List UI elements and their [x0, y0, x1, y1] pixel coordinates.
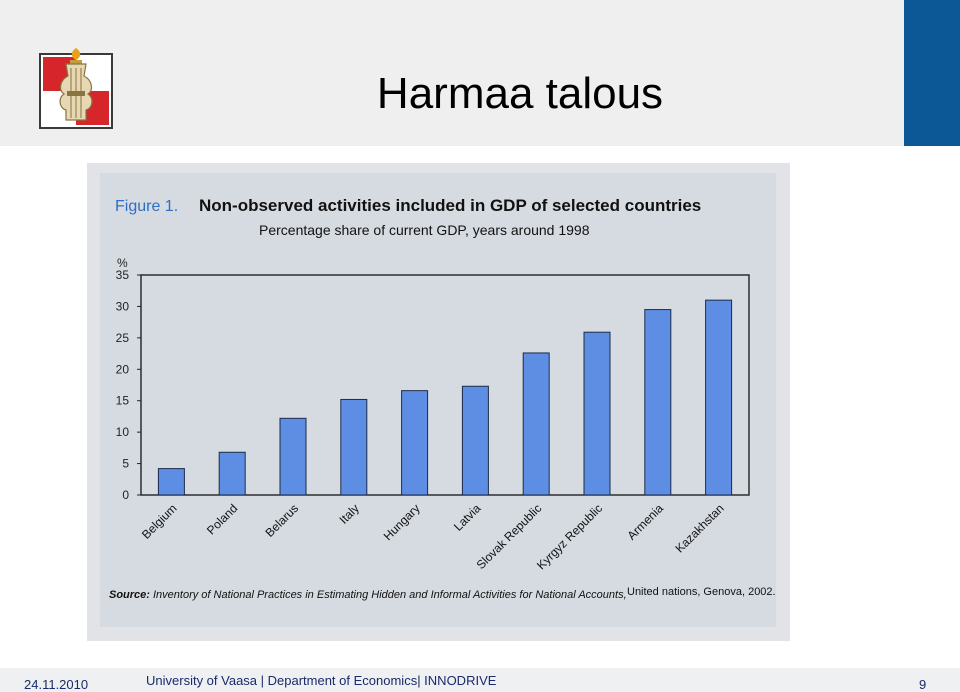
x-tick-label: Latvia: [451, 501, 484, 534]
x-tick-label: Poland: [204, 501, 240, 537]
y-tick-label: 10: [116, 425, 130, 439]
page-number: 9: [919, 677, 927, 692]
y-tick-label: 35: [116, 268, 130, 282]
slide-footer: [0, 668, 960, 692]
university-logo: [39, 48, 113, 129]
plot-frame: [140, 274, 750, 496]
bar-kyrgyz-republic: [583, 331, 611, 496]
bar-kazakhstan: [705, 299, 733, 496]
source-label: Source:: [109, 589, 150, 601]
slide-header: [0, 0, 960, 146]
y-axis-label: %: [117, 256, 128, 270]
bar-chart: Figure 1. Non-observed activities includ…: [109, 196, 776, 601]
y-tick-label: 30: [116, 299, 130, 313]
bar-italy: [340, 398, 368, 496]
footer-text: University of Vaasa | Department of Econ…: [146, 673, 497, 688]
y-tick-label: 20: [116, 362, 130, 376]
y-tick-label: 25: [116, 331, 130, 345]
bar-belarus: [279, 417, 307, 496]
x-tick-label: Armenia: [624, 501, 666, 543]
bar-slovak-republic: [522, 352, 550, 496]
slide-title: Harmaa talous: [376, 69, 664, 118]
x-tick-label: Belgium: [139, 501, 180, 542]
x-tick-label: Italy: [336, 501, 361, 526]
figure-label: Figure 1.: [115, 198, 178, 215]
chart-subtitle: Percentage share of current GDP, years a…: [259, 222, 590, 238]
y-tick-label: 0: [122, 488, 129, 502]
bar-belgium: [157, 468, 185, 496]
x-tick-label: Kazakhstan: [672, 501, 726, 555]
chart-figure: Figure 1. Non-observed activities includ…: [87, 163, 790, 641]
y-tick-label: 15: [116, 394, 130, 408]
bar-poland: [218, 451, 246, 496]
footer-date: 24.11.2010: [24, 677, 89, 692]
y-tick-label: 5: [122, 457, 129, 471]
x-tick-label: Hungary: [381, 501, 423, 543]
x-tick-label: Belarus: [262, 501, 301, 540]
source-text: Inventory of National Practices in Estim…: [153, 589, 627, 601]
source-publisher: United nations, Genova, 2002.: [627, 586, 776, 598]
bar-armenia: [644, 309, 672, 496]
chart-title: Non-observed activities included in GDP …: [199, 196, 701, 215]
x-tick-label: Kyrgyz Republic: [534, 501, 605, 572]
bar-latvia: [461, 385, 489, 496]
bar-hungary: [401, 390, 429, 496]
header-accent-bar: [904, 0, 960, 146]
